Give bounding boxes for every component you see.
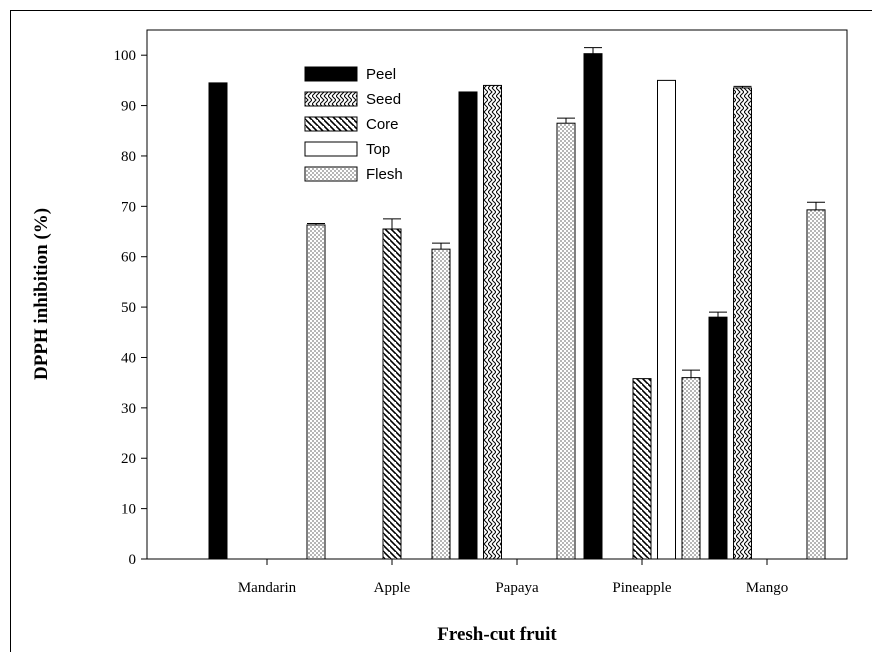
y-tick-label: 30 [121, 401, 136, 417]
y-tick-label: 40 [121, 350, 136, 366]
bar-flesh [556, 122, 576, 560]
x-axis-title: Fresh-cut fruit [437, 624, 557, 645]
legend-swatch-core [304, 116, 358, 132]
bar-seed [483, 84, 502, 560]
bar-peel [583, 53, 603, 560]
legend-label-peel: Peel [366, 66, 396, 83]
x-tick-label: Pineapple [612, 580, 671, 596]
y-axis-title: DPPH inhibition (%) [31, 208, 52, 380]
bar-peel [708, 316, 728, 560]
legend-label-core: Core [366, 116, 399, 133]
legend-swatch-peel [304, 66, 358, 82]
bar-core [632, 378, 652, 560]
x-tick-label: Apple [374, 580, 411, 596]
legend-swatch-top [304, 141, 358, 157]
legend: Peel Seed Core Top Flesh [304, 66, 403, 183]
y-tick-label: 90 [121, 99, 136, 115]
y-tick-label: 20 [121, 451, 136, 467]
bar-core [382, 228, 402, 560]
y-tick-label: 10 [121, 502, 136, 518]
x-axis: Mandarin Apple Papaya Pineapple Mango [238, 559, 788, 596]
y-tick-label: 70 [121, 199, 136, 215]
y-tick-label: 80 [121, 149, 136, 165]
bar-flesh [681, 377, 701, 560]
legend-swatch-flesh [304, 166, 358, 182]
bar-series-group [208, 47, 826, 560]
legend-label-flesh: Flesh [366, 166, 403, 183]
bar-peel [458, 91, 478, 560]
x-tick-label: Mango [746, 580, 789, 596]
bar-peel [208, 82, 228, 560]
y-axis: 0 10 20 30 40 50 60 70 80 90 100 [114, 48, 147, 568]
legend-label-seed: Seed [366, 91, 401, 108]
x-tick-label: Mandarin [238, 580, 297, 596]
legend-swatch-seed [304, 91, 358, 107]
y-tick-label: 60 [121, 250, 136, 266]
bar-flesh [306, 224, 326, 560]
bar-seed [733, 87, 752, 560]
y-tick-label: 0 [129, 552, 137, 568]
y-tick-label: 100 [114, 48, 137, 64]
legend-label-top: Top [366, 141, 390, 158]
bar-top [657, 79, 676, 560]
x-tick-label: Papaya [495, 580, 539, 596]
chart-frame [10, 10, 872, 652]
bar-flesh [806, 209, 826, 560]
bar-flesh [431, 248, 451, 560]
y-tick-label: 50 [121, 300, 136, 316]
